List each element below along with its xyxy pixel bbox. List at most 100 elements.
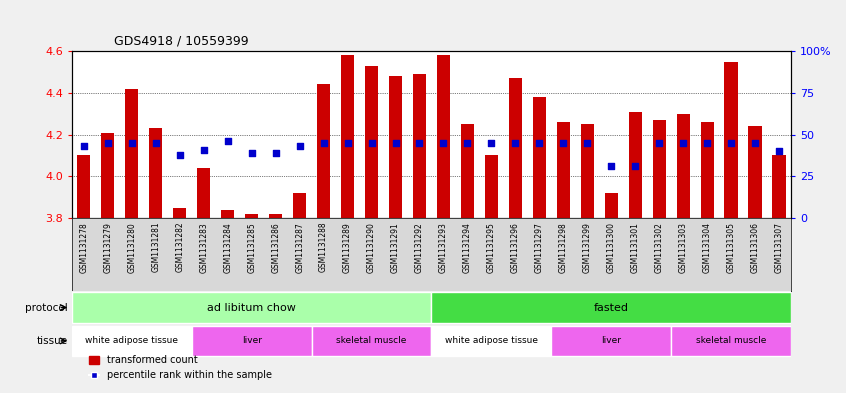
Text: GSM1131297: GSM1131297 xyxy=(535,222,544,273)
Bar xyxy=(72,326,192,356)
Bar xyxy=(580,124,594,218)
Bar xyxy=(413,74,426,218)
Point xyxy=(604,163,618,169)
Point xyxy=(557,140,570,146)
Bar xyxy=(533,97,546,218)
Point xyxy=(652,140,666,146)
Text: tissue: tissue xyxy=(36,336,68,346)
Text: GSM1131299: GSM1131299 xyxy=(583,222,591,273)
Text: fasted: fasted xyxy=(594,303,629,312)
Text: GSM1131292: GSM1131292 xyxy=(415,222,424,272)
Bar xyxy=(72,292,431,323)
Legend: transformed count, percentile rank within the sample: transformed count, percentile rank withi… xyxy=(85,352,276,384)
Point xyxy=(269,150,283,156)
Text: GSM1131290: GSM1131290 xyxy=(367,222,376,273)
Text: liver: liver xyxy=(242,336,261,345)
Bar xyxy=(125,89,139,218)
Text: GSM1131304: GSM1131304 xyxy=(703,222,711,273)
Text: GSM1131296: GSM1131296 xyxy=(511,222,519,273)
Point xyxy=(485,140,498,146)
Bar xyxy=(431,326,552,356)
Bar xyxy=(772,156,786,218)
Point xyxy=(677,140,690,146)
Point xyxy=(101,140,114,146)
Point xyxy=(173,151,186,158)
Bar xyxy=(317,84,330,218)
Point xyxy=(413,140,426,146)
Point xyxy=(533,140,547,146)
Point xyxy=(772,148,786,154)
Text: white adipose tissue: white adipose tissue xyxy=(445,336,538,345)
Bar xyxy=(671,326,791,356)
Bar xyxy=(173,208,186,218)
Text: ad libitum chow: ad libitum chow xyxy=(207,303,296,312)
Text: GSM1131285: GSM1131285 xyxy=(247,222,256,272)
Text: GSM1131287: GSM1131287 xyxy=(295,222,304,272)
Point xyxy=(149,140,162,146)
Text: GSM1131295: GSM1131295 xyxy=(487,222,496,273)
Bar xyxy=(552,326,671,356)
Bar xyxy=(677,114,689,218)
Bar xyxy=(149,129,162,218)
Point xyxy=(365,140,378,146)
Point xyxy=(700,140,714,146)
Point xyxy=(437,140,450,146)
Point xyxy=(77,143,91,149)
Point xyxy=(245,150,259,156)
Bar xyxy=(389,76,402,218)
Bar xyxy=(461,124,474,218)
Bar xyxy=(724,62,738,218)
Bar xyxy=(629,112,642,218)
Text: GDS4918 / 10559399: GDS4918 / 10559399 xyxy=(114,34,249,47)
Bar xyxy=(192,326,311,356)
Bar xyxy=(485,156,498,218)
Text: GSM1131301: GSM1131301 xyxy=(631,222,640,273)
Text: GSM1131278: GSM1131278 xyxy=(80,222,88,272)
Text: GSM1131300: GSM1131300 xyxy=(607,222,616,273)
Text: GSM1131280: GSM1131280 xyxy=(128,222,136,272)
Text: GSM1131307: GSM1131307 xyxy=(775,222,783,273)
Point xyxy=(316,140,330,146)
Text: GSM1131284: GSM1131284 xyxy=(223,222,232,272)
Point xyxy=(388,140,403,146)
Text: GSM1131288: GSM1131288 xyxy=(319,222,328,272)
Point xyxy=(508,140,522,146)
Point xyxy=(749,140,762,146)
Point xyxy=(341,140,354,146)
Bar xyxy=(365,66,378,218)
Point xyxy=(125,140,139,146)
Text: GSM1131294: GSM1131294 xyxy=(463,222,472,273)
Bar xyxy=(557,122,570,218)
Bar xyxy=(341,55,354,218)
Text: GSM1131305: GSM1131305 xyxy=(727,222,735,273)
Text: GSM1131283: GSM1131283 xyxy=(200,222,208,272)
Point xyxy=(580,140,594,146)
Text: GSM1131286: GSM1131286 xyxy=(272,222,280,272)
Bar xyxy=(293,193,306,218)
Text: GSM1131282: GSM1131282 xyxy=(175,222,184,272)
Point xyxy=(221,138,234,144)
Bar xyxy=(437,55,450,218)
Text: protocol: protocol xyxy=(25,303,68,312)
Text: GSM1131303: GSM1131303 xyxy=(678,222,688,273)
Bar xyxy=(197,168,211,218)
Text: white adipose tissue: white adipose tissue xyxy=(85,336,179,345)
Bar xyxy=(605,193,618,218)
Text: GSM1131306: GSM1131306 xyxy=(750,222,760,273)
Text: liver: liver xyxy=(602,336,621,345)
Text: GSM1131279: GSM1131279 xyxy=(103,222,113,273)
Point xyxy=(629,163,642,169)
Bar xyxy=(245,214,258,218)
Bar xyxy=(311,326,431,356)
Text: GSM1131289: GSM1131289 xyxy=(343,222,352,272)
Text: GSM1131302: GSM1131302 xyxy=(655,222,663,273)
Text: GSM1131293: GSM1131293 xyxy=(439,222,448,273)
Text: GSM1131298: GSM1131298 xyxy=(559,222,568,272)
Point xyxy=(460,140,474,146)
Bar xyxy=(221,210,234,218)
Point xyxy=(293,143,306,149)
Bar xyxy=(77,156,91,218)
Text: skeletal muscle: skeletal muscle xyxy=(337,336,407,345)
Text: GSM1131281: GSM1131281 xyxy=(151,222,160,272)
Bar xyxy=(508,78,522,218)
